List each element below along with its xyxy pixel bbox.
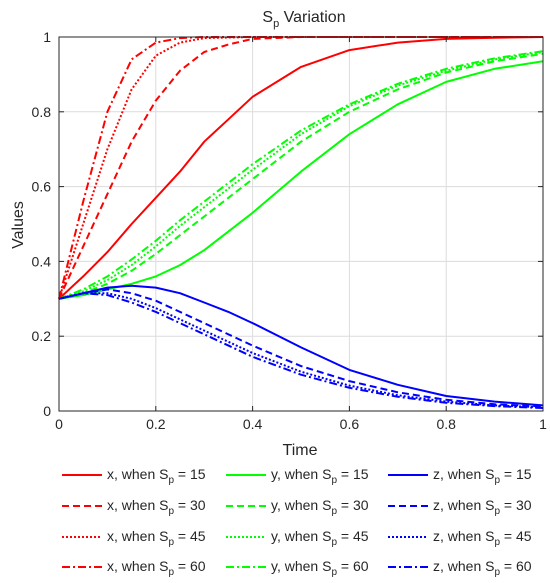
chart-title: Sp Variation	[262, 9, 345, 30]
series-line-y-sp-15	[58, 60, 544, 300]
legend-entry-y-sp-15: y, when Sp = 15	[226, 466, 369, 486]
y-tick-label: 0	[43, 403, 51, 419]
legend-entry-y-sp-60: y, when Sp = 60	[226, 558, 369, 578]
y-tick-label: 0.6	[32, 179, 52, 195]
x-tick-label: 0.4	[243, 416, 263, 432]
series-line-y-sp-45	[58, 51, 544, 300]
legend-label: y, when Sp = 45	[271, 528, 369, 548]
legend-label: y, when Sp = 30	[271, 497, 369, 517]
legend-entry-z-sp-15: z, when Sp = 15	[388, 466, 532, 486]
legend-entry-z-sp-45: z, when Sp = 45	[388, 528, 532, 548]
legend-entry-y-sp-30: y, when Sp = 30	[226, 497, 369, 517]
series-line-x-sp-30	[58, 36, 543, 300]
legend-label: x, when Sp = 30	[107, 497, 206, 517]
plot-background	[59, 37, 543, 411]
legend-entry-z-sp-60: z, when Sp = 60	[388, 558, 532, 578]
legend-label: x, when Sp = 60	[107, 558, 206, 578]
y-axis-label: Values	[10, 201, 27, 249]
legend-label: z, when Sp = 30	[433, 497, 532, 517]
legend-entry-x-sp-30: x, when Sp = 30	[62, 497, 206, 517]
chart-title-subscript: p	[273, 18, 279, 30]
series-line-y-sp-30	[58, 52, 544, 300]
series-line-x-sp-15	[58, 36, 544, 300]
legend: x, when Sp = 15 y, when Sp = 15 z, when Sp…	[62, 466, 532, 578]
series-line-z-sp-30	[58, 288, 544, 408]
series-line-x-sp-60	[58, 36, 543, 300]
y-tick-label: 0.4	[32, 253, 52, 269]
legend-label: x, when Sp = 15	[107, 466, 206, 486]
x-tick-label: 0.2	[146, 416, 166, 432]
series-line-z-sp-15	[58, 284, 544, 407]
series-line-z-sp-60	[58, 292, 544, 409]
y-tick-label: 1	[43, 29, 51, 45]
x-tick-label: 0.8	[436, 416, 456, 432]
legend-label: z, when Sp = 45	[433, 528, 532, 548]
legend-entry-y-sp-45: y, when Sp = 45	[226, 528, 369, 548]
y-tick-label: 0.8	[32, 104, 52, 120]
plot-area: 0 0.2 0.4 0.6 0.8 1 0 0.2 0.4 0.6 0.8 1	[32, 29, 548, 432]
y-tick-label: 0.2	[32, 328, 52, 344]
x-tick-label: 1	[539, 416, 547, 432]
x-tick-label: 0.6	[340, 416, 360, 432]
x-axis-label: Time	[283, 442, 318, 459]
legend-label: y, when Sp = 15	[271, 466, 369, 486]
legend-entry-x-sp-45: x, when Sp = 45	[62, 528, 206, 548]
series-line-z-sp-45	[58, 292, 544, 409]
legend-label: y, when Sp = 60	[271, 558, 369, 578]
legend-label: x, when Sp = 45	[107, 528, 206, 548]
chart-title-rest: Variation	[279, 9, 345, 26]
plot-frame	[58, 36, 544, 412]
legend-label: z, when Sp = 60	[433, 558, 532, 578]
x-tick-label: 0	[55, 416, 63, 432]
legend-label: z, when Sp = 15	[433, 466, 532, 486]
chart-title-main: S	[262, 9, 273, 26]
legend-entry-x-sp-15: x, when Sp = 15	[62, 466, 206, 486]
legend-entry-x-sp-60: x, when Sp = 60	[62, 558, 206, 578]
legend-entry-z-sp-30: z, when Sp = 30	[388, 497, 532, 517]
